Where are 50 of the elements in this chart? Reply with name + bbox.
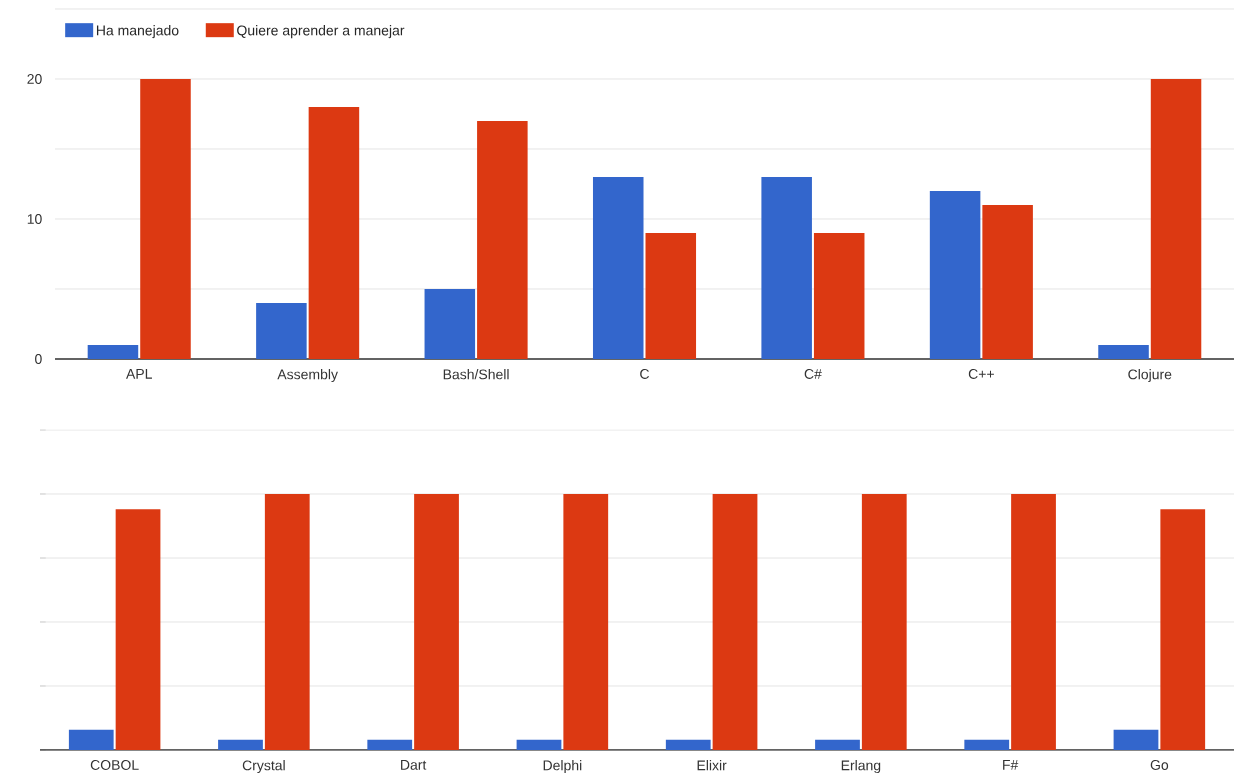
bar: [861, 494, 907, 750]
bar: [424, 289, 476, 359]
bar: [367, 739, 413, 750]
bar: [477, 121, 528, 359]
bar: [645, 233, 697, 359]
x-tick-label: Delphi: [543, 760, 582, 774]
bar: [87, 345, 139, 359]
bar: [264, 494, 310, 750]
bar: [68, 729, 114, 750]
x-tick-label: Elixir: [697, 760, 727, 771]
x-tick-label: C#: [804, 369, 822, 379]
x-tick-label: Dart: [401, 760, 427, 770]
x-tick-label: F#: [1003, 760, 1019, 770]
x-tick-label: Clojure: [1128, 369, 1172, 383]
bar: [982, 204, 1033, 359]
x-tick-label: Erlang: [841, 760, 881, 774]
bar: [929, 190, 981, 359]
x-tick-label: Go: [1150, 760, 1169, 770]
x-tick-label: C: [640, 369, 650, 379]
bar: [115, 509, 161, 750]
y-tick-label: 10: [27, 214, 42, 224]
bar: [1098, 345, 1149, 359]
bar: [1113, 729, 1159, 750]
bar: [813, 233, 865, 359]
bar: [712, 494, 758, 750]
x-tick-label: Crystal: [242, 760, 285, 774]
y-tick-label: 20: [27, 74, 42, 84]
bar: [256, 303, 307, 359]
x-tick-label: Assembly: [277, 369, 338, 383]
x-tick-label: APL: [126, 369, 152, 379]
bar: [592, 176, 644, 359]
x-tick-label: COBOL: [90, 760, 139, 770]
bar: [414, 494, 459, 750]
bar: [140, 79, 191, 359]
bar: [815, 739, 860, 750]
bar: [761, 176, 812, 359]
bar: [964, 739, 1010, 750]
bar: [308, 107, 360, 359]
legend-label: Quiere aprender a manejar: [237, 25, 405, 39]
bar: [218, 739, 263, 750]
bar: [665, 739, 711, 750]
bar: [563, 494, 609, 750]
x-tick-label: C++: [968, 369, 994, 379]
bar: [1011, 494, 1056, 750]
x-tick-label: Bash/Shell: [443, 369, 509, 380]
bar: [516, 739, 562, 750]
bar: [1150, 79, 1202, 359]
bar: [1160, 509, 1206, 750]
legend-label: Ha manejado: [96, 25, 179, 39]
y-tick-label: 0: [35, 354, 42, 364]
